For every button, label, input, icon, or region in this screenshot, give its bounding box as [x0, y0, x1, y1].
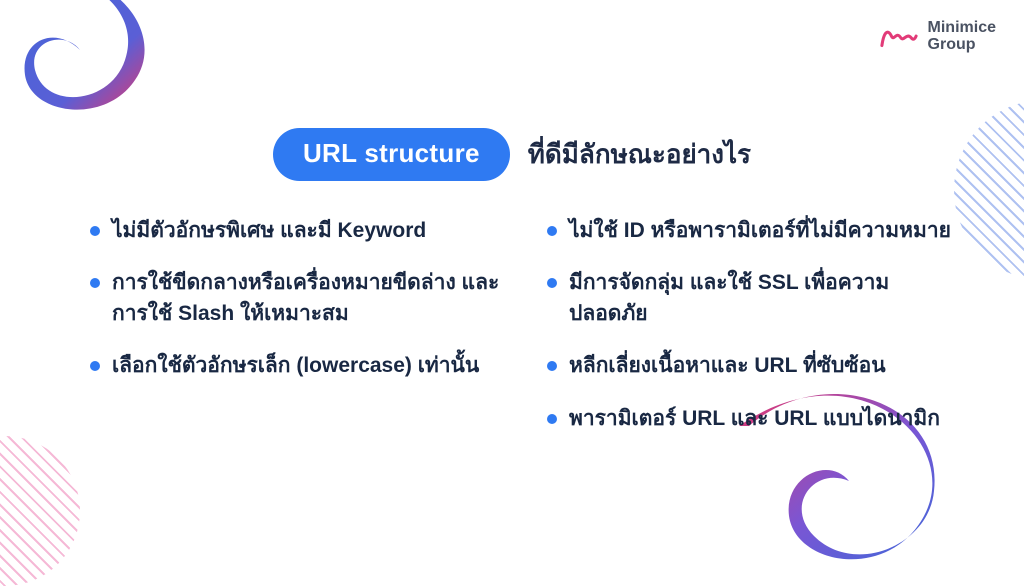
list-item-label: การใช้ขีดกลางหรือเครื่องหมายขีดล่าง และก… [112, 268, 507, 329]
bullet-column-left: ไม่มีตัวอักษรพิเศษ และมี Keyword การใช้ข… [90, 216, 507, 456]
bullet-columns: ไม่มีตัวอักษรพิเศษ และมี Keyword การใช้ข… [90, 216, 964, 456]
brand-logo: Minimice Group [880, 20, 996, 54]
list-item: พารามิเตอร์ URL และ URL แบบไดนามิก [547, 404, 964, 434]
heading-rest: ที่ดีมีลักษณะอย่างไร [528, 134, 751, 175]
brand-name-line1: Minimice [928, 20, 996, 37]
list-item: หลีกเลี่ยงเนื้อหาและ URL ที่ซับซ้อน [547, 351, 964, 381]
list-item-label: เลือกใช้ตัวอักษรเล็ก (lowercase) เท่านั้… [112, 351, 479, 381]
hatch-circle-blue-icon [954, 100, 1024, 280]
bullet-icon [90, 278, 100, 288]
list-item-label: หลีกเลี่ยงเนื้อหาและ URL ที่ซับซ้อน [569, 351, 886, 381]
list-item-label: มีการจัดกลุ่ม และใช้ SSL เพื่อความปลอดภั… [569, 268, 964, 329]
heading-row: URL structure ที่ดีมีลักษณะอย่างไร [0, 128, 1024, 181]
bullet-icon [547, 226, 557, 236]
swirl-top-left-icon [0, 0, 165, 135]
infographic-canvas: Minimice Group URL structure ที่ดีมีลักษ… [0, 0, 1024, 536]
bullet-column-right: ไม่ใช้ ID หรือพารามิเตอร์ที่ไม่มีความหมา… [547, 216, 964, 456]
list-item: ไม่ใช้ ID หรือพารามิเตอร์ที่ไม่มีความหมา… [547, 216, 964, 246]
list-item: การใช้ขีดกลางหรือเครื่องหมายขีดล่าง และก… [90, 268, 507, 329]
brand-name-line2: Group [928, 37, 996, 54]
hatch-circle-pink-icon [0, 436, 80, 586]
list-item: เลือกใช้ตัวอักษรเล็ก (lowercase) เท่านั้… [90, 351, 507, 381]
list-item-label: ไม่มีตัวอักษรพิเศษ และมี Keyword [112, 216, 426, 246]
list-item: ไม่มีตัวอักษรพิเศษ และมี Keyword [90, 216, 507, 246]
list-item-label: ไม่ใช้ ID หรือพารามิเตอร์ที่ไม่มีความหมา… [569, 216, 951, 246]
list-item-label: พารามิเตอร์ URL และ URL แบบไดนามิก [569, 404, 940, 434]
heading-pill: URL structure [273, 128, 510, 181]
list-item: มีการจัดกลุ่ม และใช้ SSL เพื่อความปลอดภั… [547, 268, 964, 329]
bullet-icon [547, 278, 557, 288]
bullet-icon [547, 361, 557, 371]
brand-mark-icon [880, 22, 918, 52]
bullet-icon [90, 226, 100, 236]
bullet-icon [90, 361, 100, 371]
bullet-icon [547, 414, 557, 424]
